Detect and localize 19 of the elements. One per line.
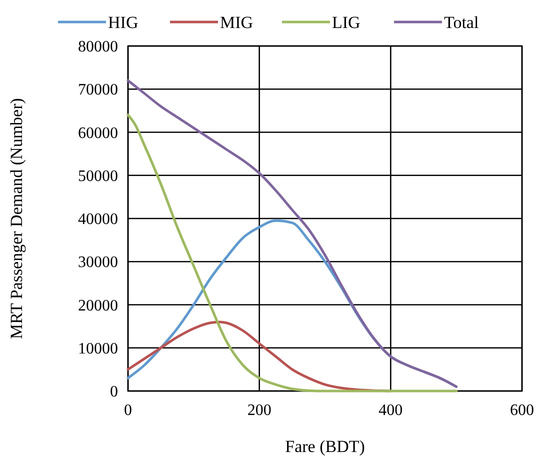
legend-label: LIG: [332, 12, 360, 32]
y-tick-label: 40000: [78, 211, 118, 228]
x-tick-label: 0: [124, 402, 132, 419]
y-tick-label: 70000: [78, 82, 118, 99]
y-tick-label: 20000: [78, 297, 118, 314]
legend-label: MIG: [220, 12, 254, 32]
y-tick-label: 10000: [78, 340, 118, 358]
legend-label: Total: [444, 12, 479, 32]
x-tick-label: 600: [510, 402, 534, 419]
y-tick-label: 0: [110, 384, 118, 401]
x-axis-title: Fare (BDT): [285, 437, 365, 456]
y-tick-label: 60000: [78, 124, 118, 142]
y-tick-label: 80000: [78, 38, 118, 56]
y-tick-label: 30000: [78, 254, 118, 272]
x-tick-label: 200: [247, 402, 272, 419]
x-tick-label: 400: [378, 402, 403, 419]
y-tick-label: 50000: [78, 168, 118, 185]
y-axis-title: MRT Passenger Demand (Number): [7, 98, 26, 339]
legend-label: HIG: [108, 12, 138, 32]
